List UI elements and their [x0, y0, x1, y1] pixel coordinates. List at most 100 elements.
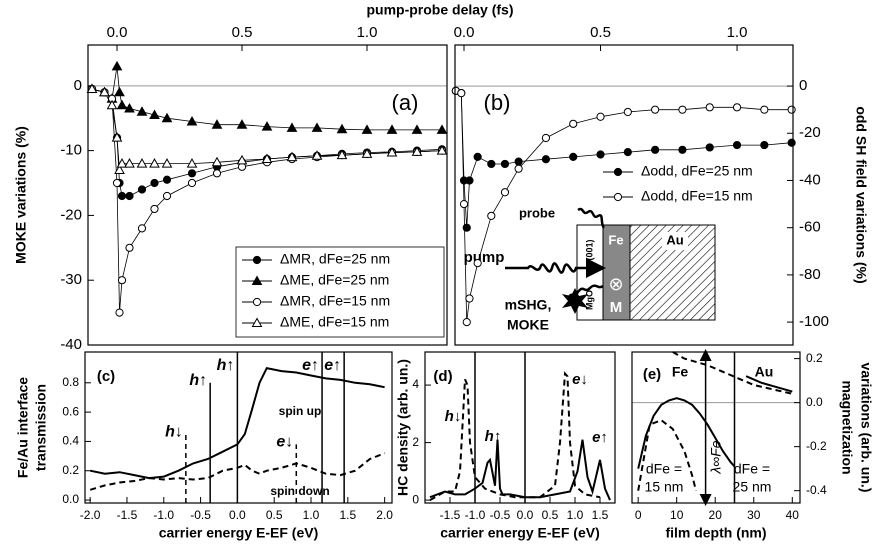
- series-line: [429, 439, 611, 501]
- y-tick-label: 0.2: [806, 351, 823, 365]
- inset-label: mSHG,: [505, 297, 552, 313]
- data-point: [596, 112, 605, 121]
- y2-axis-label: magnetization: [839, 380, 855, 474]
- data-point: [336, 123, 348, 134]
- x-axis-label: carrier energy E-EF (eV): [159, 525, 319, 541]
- data-point: [286, 122, 298, 132]
- series-line: [90, 366, 385, 480]
- inset-label: (001): [584, 239, 594, 260]
- data-point: [106, 99, 118, 110]
- x-tick-label: 1.5: [339, 508, 356, 522]
- x-tick-label: 2.0: [376, 508, 393, 522]
- label-bg: [662, 232, 688, 250]
- data-point: [678, 105, 687, 114]
- y-tick-label: -20: [799, 124, 821, 141]
- data-point: [149, 109, 160, 119]
- data-point: [500, 159, 510, 169]
- marker-label: e↓: [276, 434, 293, 451]
- inset-label: probe: [519, 205, 555, 220]
- series-line: [637, 351, 793, 491]
- x-tick-label: -1.0: [153, 508, 174, 522]
- y-tick-label: 0.8: [62, 375, 79, 389]
- legend-symbol: [252, 255, 262, 265]
- y-tick-label: -40: [799, 171, 821, 188]
- legend-label: Δodd, dFe=15 nm: [641, 188, 753, 204]
- data-point: [541, 155, 551, 164]
- data-point: [136, 158, 148, 168]
- panel-label: (c): [97, 368, 115, 385]
- data-point: [487, 211, 496, 220]
- data-point: [161, 112, 173, 123]
- marker-label: e↑: [324, 357, 341, 374]
- data-point: [651, 145, 660, 154]
- y-tick-label: 0: [412, 492, 419, 506]
- y-tick-label: 2: [412, 435, 419, 449]
- data-point: [569, 152, 578, 161]
- series-line: [637, 375, 793, 469]
- data-point: [117, 276, 127, 285]
- x-tick-label: 0.0: [229, 508, 246, 522]
- x-tick-label: 40: [786, 508, 800, 522]
- y-tick-label: -40: [60, 336, 82, 353]
- data-point: [162, 175, 172, 184]
- panel-label: (a): [392, 90, 419, 115]
- data-point: [187, 169, 197, 178]
- annotation: dFe =: [646, 461, 682, 477]
- data-point: [459, 199, 469, 209]
- data-point: [436, 124, 448, 134]
- data-point: [150, 178, 159, 188]
- data-point: [117, 191, 127, 201]
- x-tick-label: 0.5: [232, 24, 253, 41]
- y-tick-label: -100: [799, 313, 829, 330]
- data-point: [760, 140, 769, 150]
- data-point: [787, 105, 796, 114]
- data-point: [651, 105, 660, 114]
- annotation: e↑: [592, 429, 608, 446]
- y-tick-label: -80: [799, 266, 821, 283]
- data-point: [569, 119, 578, 128]
- annotation: h↑: [485, 428, 502, 445]
- annotation: 25 nm: [733, 479, 772, 495]
- x-axis-label: film depth (nm): [665, 525, 766, 541]
- panel-label: (d): [433, 368, 452, 385]
- series-line: [89, 452, 385, 491]
- data-point: [411, 124, 423, 134]
- annotation: Au: [755, 364, 774, 380]
- x-tick-label: -1.5: [440, 508, 461, 522]
- y-axis-label: transmission: [33, 384, 49, 471]
- data-point: [150, 204, 159, 214]
- y-tick-label: 4: [412, 377, 419, 391]
- data-point: [137, 224, 147, 233]
- data-point: [115, 308, 124, 317]
- marker-label: h↓: [165, 423, 183, 440]
- data-point: [465, 176, 474, 185]
- data-point: [457, 89, 466, 98]
- data-point: [336, 149, 348, 160]
- annotation: dFe =: [734, 461, 770, 477]
- data-point: [99, 86, 110, 97]
- y-tick-label: -0.4: [806, 483, 827, 497]
- legend-label: ΔME, dFe=25 nm: [280, 272, 389, 288]
- x-tick-label: 1.0: [567, 508, 584, 522]
- data-point: [261, 153, 273, 164]
- inset-label: MOKE: [507, 317, 549, 333]
- x-tick-label: 0.0: [454, 24, 475, 41]
- data-point: [86, 83, 98, 94]
- annotation: e↓: [572, 371, 588, 388]
- data-point: [137, 185, 147, 194]
- data-point: [386, 147, 398, 157]
- legend-symbol: [613, 167, 623, 177]
- x-tick-label: 0.0: [107, 24, 128, 41]
- data-point: [125, 191, 134, 201]
- data-point: [386, 124, 398, 134]
- data-point: [116, 158, 128, 168]
- data-point: [124, 158, 135, 168]
- data-point: [212, 169, 222, 178]
- annotation: spin up: [279, 404, 322, 418]
- data-point: [125, 243, 134, 252]
- data-point: [261, 121, 273, 131]
- y-tick-label: 0.2: [62, 463, 79, 477]
- data-point: [286, 151, 298, 162]
- plot-frame: [84, 351, 393, 504]
